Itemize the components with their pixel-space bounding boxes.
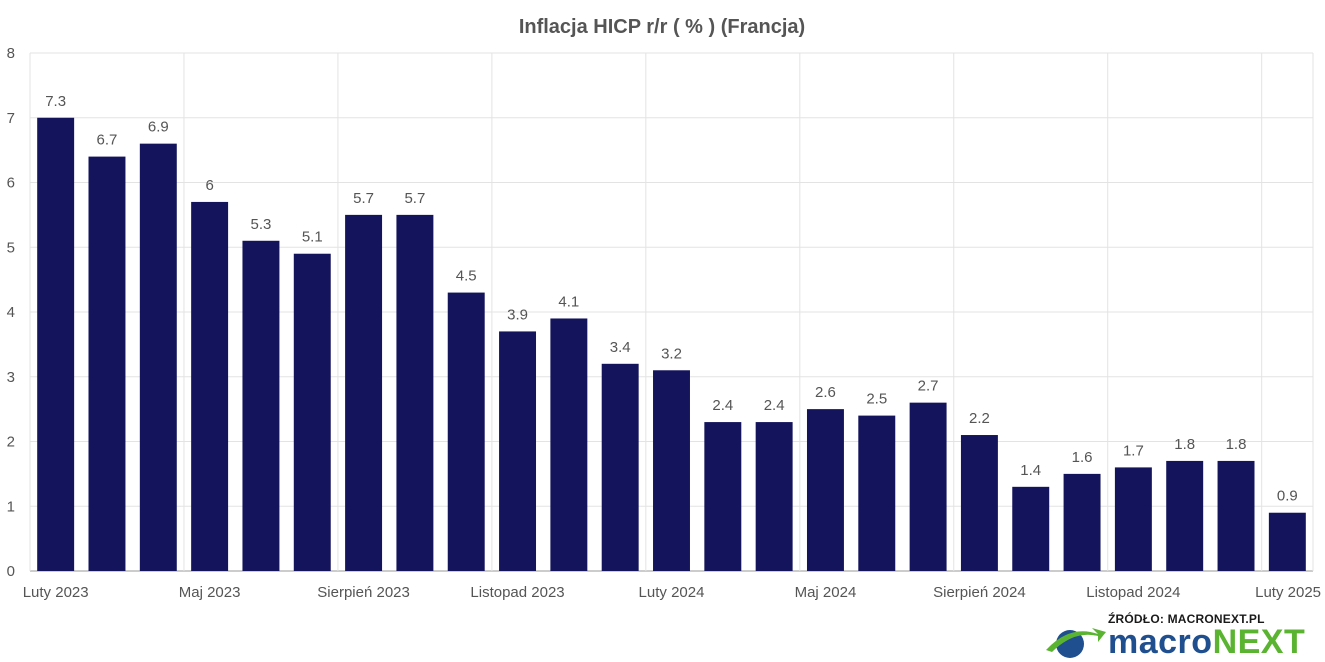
bar xyxy=(139,143,177,571)
data-label: 4.5 xyxy=(456,268,477,285)
data-label: 6.9 xyxy=(148,119,169,136)
x-tick-label: Maj 2024 xyxy=(795,584,857,601)
logo-text-next: NEXT xyxy=(1212,623,1306,661)
data-label: 3.9 xyxy=(507,306,528,323)
bar xyxy=(1012,486,1050,571)
y-tick-label: 4 xyxy=(7,304,15,321)
bar xyxy=(755,422,793,571)
y-tick-label: 5 xyxy=(7,239,15,256)
y-axis-ticks: 0 1 2 3 4 5 6 7 8 xyxy=(7,45,15,580)
chart-title: Inflacja HICP r/r ( % ) (Francja) xyxy=(519,16,805,38)
data-label: 3.4 xyxy=(610,339,631,356)
data-label: 2.4 xyxy=(712,397,733,414)
bar xyxy=(704,422,742,571)
data-label: 2.7 xyxy=(918,378,939,395)
bar xyxy=(88,156,126,571)
x-tick-label: Luty 2024 xyxy=(639,584,705,601)
bar xyxy=(806,409,844,571)
data-label: 2.4 xyxy=(764,397,785,414)
bar xyxy=(550,318,588,571)
bar xyxy=(653,370,690,571)
bar xyxy=(1114,467,1152,571)
bar xyxy=(242,240,280,571)
bar xyxy=(345,214,383,571)
data-label: 3.2 xyxy=(661,345,682,362)
data-label: 1.8 xyxy=(1174,436,1195,453)
data-labels-group: 7.3 6.7 6.9 6 5.3 5.1 5.7 5.7 4.5 3.9 4.1 3.4 3.2 2.4… xyxy=(45,93,1298,505)
y-tick-label: 8 xyxy=(7,45,15,62)
bar xyxy=(960,435,998,571)
x-tick-label: Listopad 2024 xyxy=(1086,584,1180,601)
x-tick-label: Luty 2023 xyxy=(23,584,89,601)
data-label: 2.5 xyxy=(866,391,887,408)
source-label: ŹRÓDŁO: MACRONEXT.PL xyxy=(1108,612,1265,626)
data-label: 1.8 xyxy=(1226,436,1247,453)
x-tick-label: Luty 2025 xyxy=(1255,584,1321,601)
x-tick-label: Maj 2023 xyxy=(179,584,241,601)
data-label: 1.7 xyxy=(1123,442,1144,459)
bar xyxy=(601,363,639,571)
bar xyxy=(37,117,75,571)
y-tick-label: 0 xyxy=(7,563,15,580)
bar xyxy=(447,292,485,571)
data-label: 5.3 xyxy=(251,216,272,233)
data-label: 2.6 xyxy=(815,384,836,401)
data-label: 0.9 xyxy=(1277,488,1298,505)
x-tick-label: Sierpień 2023 xyxy=(317,584,410,601)
bar xyxy=(1268,512,1306,571)
data-label: 1.6 xyxy=(1072,449,1093,466)
data-label: 5.1 xyxy=(302,229,323,246)
macronext-logo-icon xyxy=(1046,628,1106,658)
data-label: 1.4 xyxy=(1020,462,1041,479)
bar xyxy=(293,253,331,571)
data-label: 4.1 xyxy=(558,293,579,310)
x-axis-ticks: Luty 2023 Maj 2023 Sierpień 2023 Listopad 2… xyxy=(23,584,1321,601)
data-label: 6 xyxy=(205,177,213,194)
bar xyxy=(1166,460,1204,571)
bar xyxy=(1217,460,1255,571)
bar-chart: Inflacja HICP r/r ( % ) (Francja) 7.3 6.7… xyxy=(7,16,1321,601)
y-tick-label: 3 xyxy=(7,369,15,386)
y-tick-label: 1 xyxy=(7,498,15,515)
data-label: 7.3 xyxy=(45,93,66,110)
data-label: 2.2 xyxy=(969,410,990,427)
data-label: 6.7 xyxy=(97,132,118,149)
y-tick-label: 2 xyxy=(7,434,15,451)
logo-wordmark: macroNEXT xyxy=(1108,622,1305,662)
bar xyxy=(858,415,896,571)
logo-text-macro: macro xyxy=(1108,623,1213,661)
y-tick-label: 6 xyxy=(7,175,15,192)
data-label: 5.7 xyxy=(404,190,425,207)
y-tick-label: 7 xyxy=(7,110,15,127)
data-label: 5.7 xyxy=(353,190,374,207)
bar xyxy=(909,402,947,571)
bar xyxy=(1063,473,1101,571)
x-tick-label: Sierpień 2024 xyxy=(933,584,1026,601)
x-tick-label: Listopad 2023 xyxy=(470,584,564,601)
bar xyxy=(191,201,229,572)
bar xyxy=(499,331,537,571)
bar xyxy=(396,214,434,571)
bars-group xyxy=(37,117,1306,572)
